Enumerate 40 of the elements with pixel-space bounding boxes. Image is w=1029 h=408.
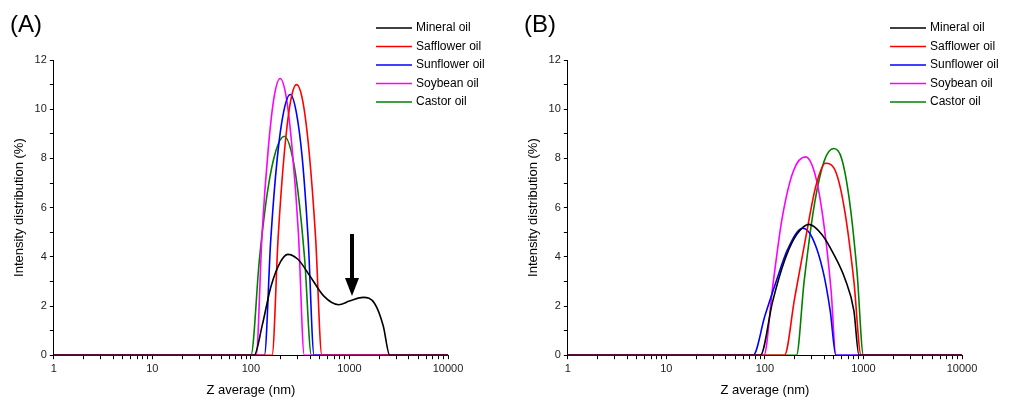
y-tick-label: 6 bbox=[554, 200, 561, 213]
y-tick-label: 0 bbox=[40, 348, 47, 361]
y-tick-label: 10 bbox=[34, 102, 47, 115]
chart-title: (B) bbox=[524, 10, 556, 37]
x-tick-label: 1 bbox=[50, 361, 57, 374]
y-tick-label: 4 bbox=[554, 249, 561, 262]
x-axis-title: Z average (nm) bbox=[720, 381, 810, 397]
y-tick-label: 12 bbox=[34, 53, 47, 66]
legend-label: Soybean oil bbox=[416, 75, 479, 90]
legend-label: Safflower oil bbox=[930, 38, 996, 53]
legend-label: Mineral oil bbox=[930, 20, 985, 35]
x-tick-label: 1000 bbox=[337, 361, 362, 374]
y-tick-label: 8 bbox=[554, 151, 561, 164]
y-tick-label: 2 bbox=[554, 299, 561, 312]
legend-label: Castor oil bbox=[416, 94, 467, 109]
y-tick-label: 8 bbox=[40, 151, 47, 164]
legend-label: Soybean oil bbox=[930, 75, 993, 90]
y-tick-label: 6 bbox=[40, 200, 47, 213]
y-axis-title: Intensity distribution (%) bbox=[525, 138, 541, 277]
y-tick-label: 2 bbox=[40, 299, 47, 312]
x-tick-label: 1 bbox=[564, 361, 571, 374]
x-tick-label: 10 bbox=[660, 361, 673, 374]
legend-label: Safflower oil bbox=[416, 38, 482, 53]
x-tick-label: 100 bbox=[755, 361, 775, 374]
y-tick-label: 12 bbox=[548, 53, 561, 66]
y-tick-label: 10 bbox=[548, 102, 561, 115]
y-tick-label: 0 bbox=[554, 348, 561, 361]
y-tick-label: 4 bbox=[40, 249, 47, 262]
x-axis-title: Z average (nm) bbox=[206, 381, 296, 397]
y-axis-title: Intensity distribution (%) bbox=[11, 138, 27, 277]
legend-label: Castor oil bbox=[930, 94, 981, 109]
x-tick-label: 10000 bbox=[946, 361, 978, 374]
chart-title: (A) bbox=[10, 10, 42, 37]
legend-label: Mineral oil bbox=[416, 20, 471, 35]
legend-label: Sunflower oil bbox=[416, 57, 485, 72]
legend-label: Sunflower oil bbox=[930, 57, 999, 72]
x-tick-label: 10 bbox=[146, 361, 159, 374]
x-tick-label: 100 bbox=[241, 361, 261, 374]
x-tick-label: 10000 bbox=[432, 361, 464, 374]
x-tick-label: 1000 bbox=[851, 361, 876, 374]
